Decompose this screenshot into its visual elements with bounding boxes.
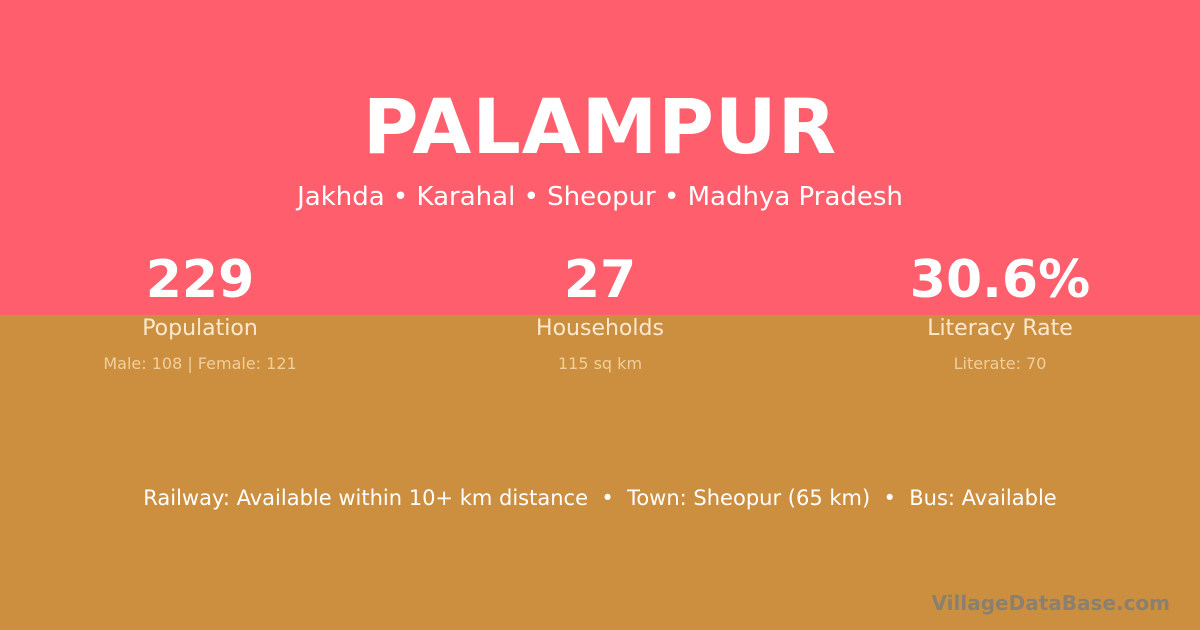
connectivity-info: Railway: Available within 10+ km distanc… — [143, 486, 1057, 510]
location-breadcrumb: Jakhda • Karahal • Sheopur • Madhya Prad… — [297, 182, 903, 212]
stat-population: 229 Population Male: 108 | Female: 121 — [0, 0, 400, 630]
stat-value: 229 — [145, 250, 255, 310]
stat-value: 27 — [563, 250, 637, 310]
stat-detail: 115 sq km — [557, 354, 643, 373]
stat-label: Households — [536, 316, 664, 341]
stat-value: 30.6% — [909, 250, 1091, 310]
stat-label: Literacy Rate — [927, 316, 1073, 341]
stat-detail: Male: 108 | Female: 121 — [103, 354, 297, 373]
header-band — [0, 0, 1200, 315]
stat-detail: Literate: 70 — [953, 354, 1047, 373]
stat-label: Population — [142, 316, 258, 341]
brand-watermark: VillageDataBase.com — [931, 591, 1170, 615]
footer-band — [0, 315, 1200, 630]
stat-households: 27 Households 115 sq km — [400, 0, 800, 630]
village-title: PALAMPUR — [362, 82, 838, 171]
stat-literacy: 30.6% Literacy Rate Literate: 70 — [800, 0, 1200, 630]
